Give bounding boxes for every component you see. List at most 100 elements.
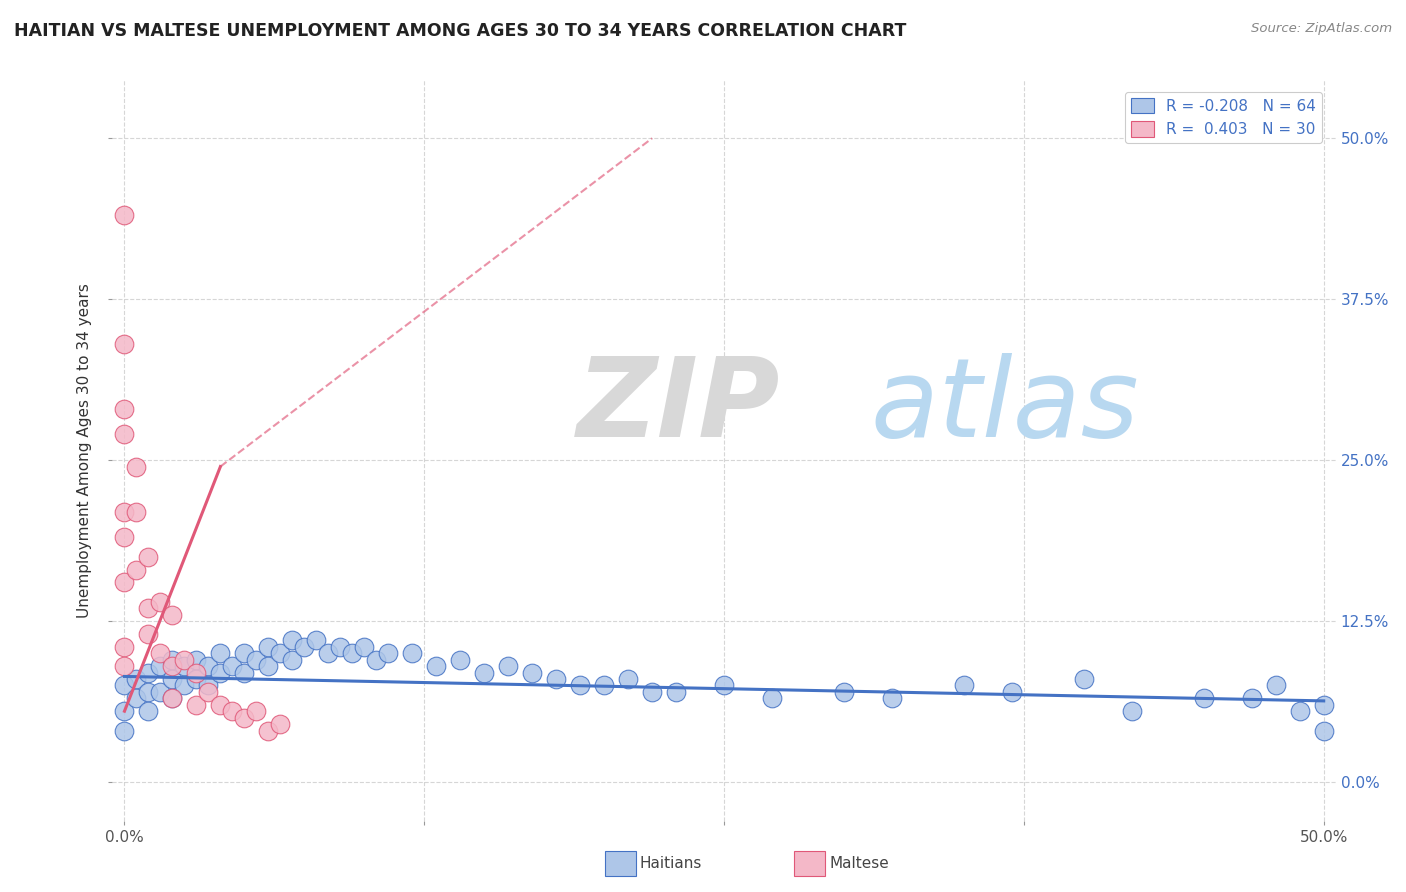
- Point: [522, 665, 544, 680]
- Point: [138, 685, 160, 699]
- Text: Haitians: Haitians: [640, 856, 702, 871]
- Point: [197, 678, 219, 692]
- Point: [342, 646, 364, 660]
- Point: [281, 633, 304, 648]
- Point: [162, 607, 184, 622]
- Legend: R = -0.208   N = 64, R =  0.403   N = 30: R = -0.208 N = 64, R = 0.403 N = 30: [1125, 92, 1322, 144]
- Point: [880, 691, 903, 706]
- Point: [329, 640, 352, 654]
- Point: [1240, 691, 1263, 706]
- Point: [114, 640, 136, 654]
- Point: [761, 691, 783, 706]
- Point: [125, 505, 148, 519]
- Point: [257, 640, 280, 654]
- Point: [269, 646, 291, 660]
- Point: [186, 665, 208, 680]
- Point: [114, 704, 136, 718]
- Point: [114, 575, 136, 590]
- Point: [233, 665, 256, 680]
- Point: [173, 678, 195, 692]
- Point: [114, 723, 136, 738]
- Point: [114, 505, 136, 519]
- Point: [449, 653, 471, 667]
- Y-axis label: Unemployment Among Ages 30 to 34 years: Unemployment Among Ages 30 to 34 years: [77, 283, 93, 618]
- Point: [114, 530, 136, 544]
- Point: [125, 563, 148, 577]
- Point: [269, 717, 291, 731]
- Point: [125, 672, 148, 686]
- Point: [149, 646, 172, 660]
- Point: [233, 711, 256, 725]
- Point: [569, 678, 592, 692]
- Point: [401, 646, 423, 660]
- Point: [366, 653, 388, 667]
- Point: [641, 685, 664, 699]
- Point: [221, 704, 243, 718]
- Point: [162, 659, 184, 673]
- Text: ZIP: ZIP: [578, 352, 780, 459]
- Point: [186, 698, 208, 712]
- Point: [318, 646, 340, 660]
- Point: [1264, 678, 1286, 692]
- Point: [425, 659, 447, 673]
- Point: [197, 659, 219, 673]
- Point: [125, 691, 148, 706]
- Point: [546, 672, 568, 686]
- Text: atlas: atlas: [870, 352, 1139, 459]
- Point: [1001, 685, 1024, 699]
- Point: [593, 678, 616, 692]
- Point: [377, 646, 399, 660]
- Point: [953, 678, 976, 692]
- Point: [114, 337, 136, 351]
- Point: [173, 659, 195, 673]
- Point: [281, 653, 304, 667]
- Point: [209, 646, 232, 660]
- Point: [245, 653, 267, 667]
- Point: [292, 640, 315, 654]
- Point: [257, 659, 280, 673]
- Point: [617, 672, 640, 686]
- Point: [114, 678, 136, 692]
- Point: [138, 549, 160, 564]
- Text: Maltese: Maltese: [830, 856, 889, 871]
- Text: Source: ZipAtlas.com: Source: ZipAtlas.com: [1251, 22, 1392, 36]
- Point: [197, 685, 219, 699]
- Point: [149, 595, 172, 609]
- Point: [173, 653, 195, 667]
- Point: [221, 659, 243, 673]
- Point: [1073, 672, 1095, 686]
- Point: [186, 653, 208, 667]
- Point: [162, 653, 184, 667]
- Point: [245, 704, 267, 718]
- Point: [138, 665, 160, 680]
- Point: [353, 640, 375, 654]
- Point: [665, 685, 688, 699]
- Point: [114, 209, 136, 223]
- Point: [162, 672, 184, 686]
- Point: [496, 659, 519, 673]
- Point: [138, 704, 160, 718]
- Point: [114, 427, 136, 442]
- Point: [209, 665, 232, 680]
- Point: [257, 723, 280, 738]
- Point: [1312, 698, 1334, 712]
- Point: [125, 459, 148, 474]
- Point: [1288, 704, 1310, 718]
- Point: [305, 633, 328, 648]
- Text: HAITIAN VS MALTESE UNEMPLOYMENT AMONG AGES 30 TO 34 YEARS CORRELATION CHART: HAITIAN VS MALTESE UNEMPLOYMENT AMONG AG…: [14, 22, 907, 40]
- Point: [233, 646, 256, 660]
- Point: [138, 601, 160, 615]
- Point: [162, 691, 184, 706]
- Point: [149, 659, 172, 673]
- Point: [472, 665, 495, 680]
- Point: [114, 659, 136, 673]
- Point: [138, 627, 160, 641]
- Point: [1121, 704, 1143, 718]
- Point: [149, 685, 172, 699]
- Point: [114, 401, 136, 416]
- Point: [832, 685, 855, 699]
- Point: [186, 672, 208, 686]
- Point: [1312, 723, 1334, 738]
- Point: [1192, 691, 1215, 706]
- Point: [209, 698, 232, 712]
